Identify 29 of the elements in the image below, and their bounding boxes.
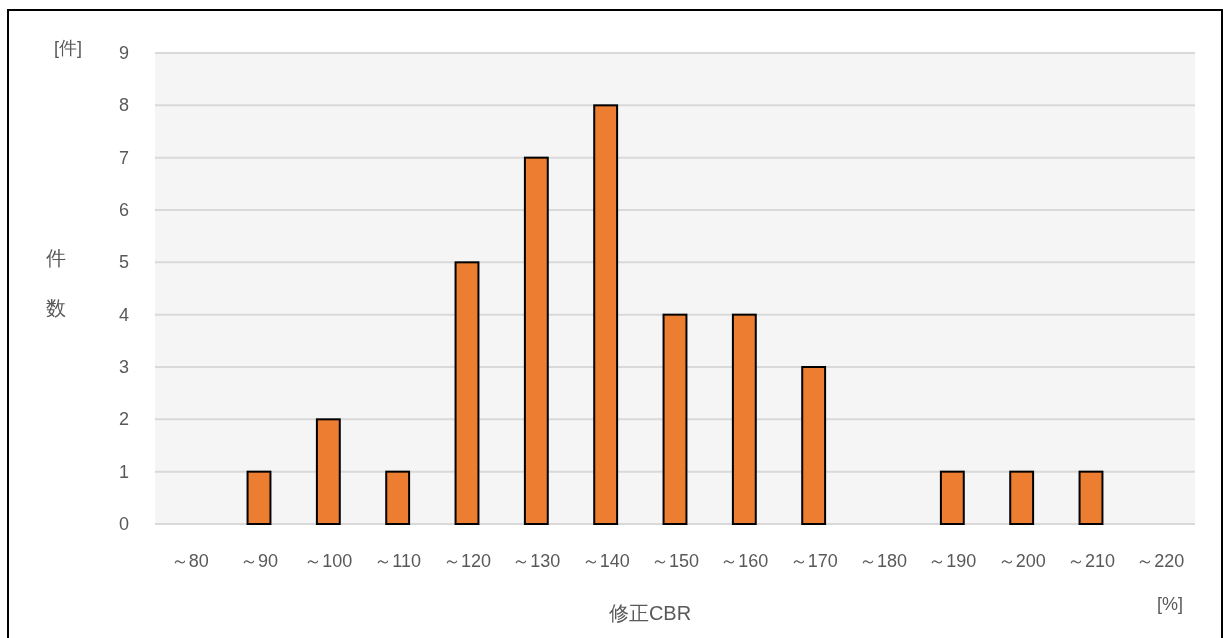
x-tick-label: ～190 (928, 551, 977, 571)
y-tick-label: 6 (119, 200, 129, 220)
annotation: [%] (1157, 594, 1183, 614)
y-tick-label: 7 (119, 147, 129, 168)
y-tick-label: 1 (119, 461, 129, 482)
y-axis-title: 件数 (46, 247, 66, 319)
x-tick-label: ～180 (859, 551, 907, 571)
x-tick-label: ～80 (170, 551, 209, 571)
x-tick-label: ～150 (651, 551, 699, 571)
y-tick-label: 4 (119, 304, 129, 325)
y-tick-label: 9 (119, 43, 129, 63)
y-tick-label: 3 (119, 357, 129, 377)
annotation: [件] (54, 38, 82, 58)
x-tick-label: ～130 (512, 551, 561, 571)
x-tick-label: ～110 (374, 551, 421, 571)
x-tick-label: ～140 (581, 551, 630, 571)
x-tick-label: ～90 (240, 551, 278, 571)
x-tick-label: ～210 (1067, 551, 1115, 571)
y-tick-label: 0 (119, 514, 129, 534)
x-tick-label: ～160 (720, 551, 769, 571)
x-axis-title: 修正CBR (608, 602, 692, 624)
x-tick-label: ～220 (1136, 551, 1185, 571)
y-tick-label: 8 (119, 95, 129, 116)
x-tick-label: ～100 (304, 551, 353, 571)
x-tick-label: ～120 (443, 551, 491, 571)
x-tick-label: ～200 (997, 551, 1046, 571)
y-tick-label: 2 (119, 409, 129, 430)
x-tick-label: ～170 (789, 551, 838, 571)
y-tick-label: 5 (119, 252, 129, 273)
